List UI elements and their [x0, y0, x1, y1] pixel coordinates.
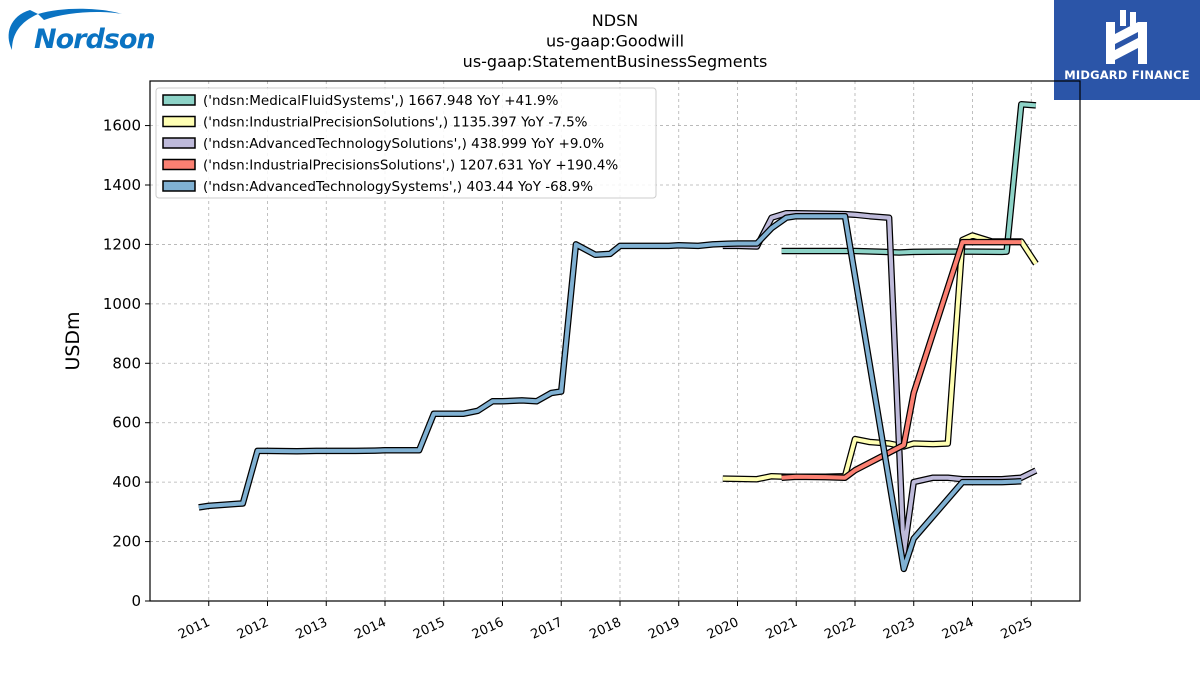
midgard-emblem-icon	[1106, 10, 1147, 64]
x-tick-label: 2023	[881, 615, 917, 643]
series-core	[722, 211, 1037, 556]
x-axis: 2011 2012 2013 2014 2015 2016 2017 2018 2019 2020…	[176, 601, 1035, 643]
series-line-1	[781, 100, 1037, 256]
legend-entry: ('ndsn:AdvancedTechnologySystems',) 403.…	[203, 179, 593, 195]
legend-entry: ('ndsn:IndustrialPrecisionsSolutions',) …	[203, 158, 618, 174]
x-tick-label: 2021	[764, 615, 800, 643]
x-tick-label: 2015	[411, 615, 447, 643]
x-tick-label: 2018	[587, 615, 623, 643]
x-tick-label: 2020	[705, 615, 741, 643]
x-tick-label: 2019	[646, 615, 682, 643]
legend-swatch	[162, 94, 196, 106]
series-outline	[722, 209, 1038, 557]
chart-legend: ('ndsn:MedicalFluidSystems',) 1667.948 Y…	[155, 87, 657, 199]
legend-entry: ('ndsn:AdvancedTechnologySolutions',) 43…	[203, 136, 604, 152]
legend-swatch	[162, 137, 196, 149]
legend-swatch	[162, 115, 196, 128]
legend-entry: ('ndsn:IndustrialPrecisionSolutions',) 1…	[203, 115, 588, 131]
y-tick-label: 1000	[103, 295, 141, 313]
series-core	[198, 214, 1022, 571]
series-core	[781, 102, 1037, 255]
series-line-3	[722, 209, 1038, 557]
x-tick-label: 2024	[940, 615, 976, 643]
legend-entry: ('ndsn:MedicalFluidSystems',) 1667.948 Y…	[203, 93, 559, 109]
chart-series	[198, 100, 1039, 573]
y-tick-label: 200	[112, 533, 141, 551]
y-tick-label: 0	[131, 592, 141, 610]
plot-area-frame	[149, 80, 1081, 602]
nordson-logo-text: Nordson	[34, 24, 156, 55]
chart-title-line: NDSN	[592, 11, 638, 30]
x-tick-label: 2014	[352, 615, 388, 643]
series-core	[722, 233, 1038, 482]
series-line-4	[781, 238, 1022, 481]
x-tick-label: 2016	[470, 615, 506, 643]
midgard-finance-logo: MIDGARD FINANCE	[1054, 0, 1200, 100]
x-tick-label: 2011	[176, 615, 212, 643]
series-line-5	[198, 212, 1022, 573]
y-tick-label: 800	[112, 354, 141, 372]
x-tick-label: 2025	[999, 615, 1035, 643]
legend-box	[155, 87, 657, 199]
x-tick-label: 2017	[529, 615, 565, 643]
x-tick-label: 2012	[235, 615, 271, 643]
nordson-logo: Nordson	[4, 4, 156, 60]
chart-title: NDSN us-gaap:Goodwillus-gaap:StatementBus…	[463, 11, 768, 71]
y-axis: 0 200 400 600 800 1000 1200 1400 1600 USDm	[62, 117, 150, 610]
legend-swatch	[162, 158, 196, 171]
y-axis-label: USDm	[62, 311, 84, 370]
series-core	[781, 240, 1022, 480]
series-line-2	[722, 232, 1039, 483]
series-outline	[781, 100, 1037, 256]
chart-title-line: us-gaap:StatementBusinessSegments	[463, 52, 768, 71]
y-tick-label: 1200	[103, 235, 141, 253]
legend-swatch	[162, 180, 196, 192]
y-tick-label: 1400	[103, 176, 141, 194]
x-tick-label: 2013	[294, 615, 330, 643]
y-tick-label: 1600	[103, 117, 141, 135]
y-tick-label: 400	[112, 473, 141, 491]
midgard-finance-logo-text: MIDGARD FINANCE	[1064, 68, 1190, 82]
chart-title-line: us-gaap:Goodwill	[546, 32, 684, 51]
y-tick-label: 600	[112, 414, 141, 432]
x-tick-label: 2022	[822, 615, 858, 643]
series-outline	[781, 238, 1022, 481]
